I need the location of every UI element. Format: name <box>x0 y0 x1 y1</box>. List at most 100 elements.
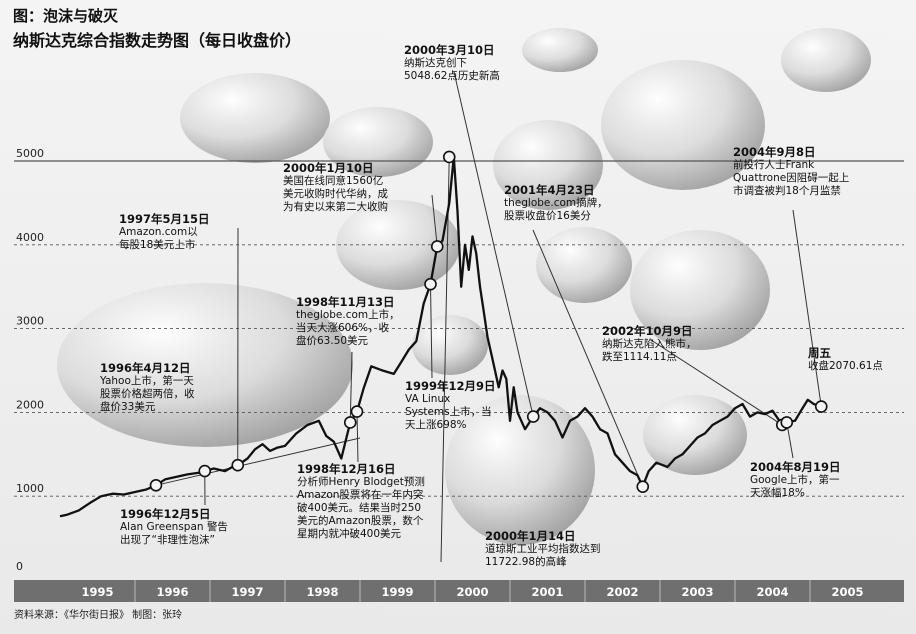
leader-line <box>440 156 450 563</box>
leader-line <box>349 351 353 423</box>
leader-line <box>453 71 534 417</box>
x-tick-label: 1999 <box>381 585 413 599</box>
event-marker <box>350 405 364 418</box>
annotation-blodget: 1998年12月16日 分析师Henry Blodget预测 Amazon股票将在… <box>297 463 425 541</box>
x-tick-label: 1995 <box>81 585 113 599</box>
chart-subtitle: 纳斯达克综合指数走势图（每日收盘价） <box>13 31 302 50</box>
y-tick-label: 4000 <box>16 231 44 244</box>
x-tick-label: 1998 <box>306 585 338 599</box>
x-tick-label: 1996 <box>156 585 188 599</box>
annotation-text: Google上市，第一 天涨幅18% <box>750 474 840 499</box>
leader-line <box>792 209 822 407</box>
annotation-date: 1998年12月16日 <box>297 462 396 476</box>
bubble <box>323 107 433 177</box>
annotation-text: 前投行人士Frank Quattrone因阻碍一起上 市调查被判18个月监禁 <box>733 159 850 197</box>
bubble <box>643 395 747 475</box>
event-marker <box>526 410 540 423</box>
x-tick-label: 2000 <box>456 585 488 599</box>
y-tick-label: 5000 <box>16 147 44 160</box>
bubble <box>180 73 330 163</box>
annotation-date: 2000年3月10日 <box>404 43 495 57</box>
annotation-date: 1997年5月15日 <box>119 212 210 226</box>
event-marker <box>424 277 437 291</box>
annotation-date: 1998年11月13日 <box>296 295 395 309</box>
annotation-nasdaq-peak: 2000年3月10日 纳斯达克创下 5048.62点历史新高 <box>404 44 500 83</box>
leader-line <box>431 194 438 247</box>
x-tick-label: 2001 <box>531 585 563 599</box>
x-tick-label: 2004 <box>756 585 788 599</box>
annotation-text: 分析师Henry Blodget预测 Amazon股票将在一年内突 破400美元… <box>297 476 425 540</box>
annotation-date: 1999年12月9日 <box>405 379 496 393</box>
annotation-text: 美国在线同意1560亿 美元收购时代华纳，成 为有史以来第二大收购 <box>283 175 388 213</box>
annotation-dow-peak: 2000年1月14日 道琼斯工业平均指数达到 11722.98的高峰 <box>485 530 601 569</box>
annotation-date: 2004年8月19日 <box>750 460 841 474</box>
annotation-date: 2000年1月14日 <box>485 529 576 543</box>
bubble <box>522 28 598 72</box>
annotation-date: 2001年4月23日 <box>504 183 595 197</box>
annotation-date: 1996年4月12日 <box>100 361 191 375</box>
annotation-text: Alan Greenspan 警告 出现了“非理性泡沫” <box>120 521 228 546</box>
annotation-text: Yahoo上市，第一天 股票价格超两倍，收 盘价33美元 <box>100 375 195 413</box>
annotation-text: 收盘2070.61点 <box>808 360 883 372</box>
event-marker <box>442 150 456 164</box>
annotation-date: 周五 <box>808 346 831 360</box>
bubble <box>601 60 765 190</box>
leader-line <box>430 284 433 379</box>
event-marker <box>198 464 212 478</box>
annotation-google-ipo: 2004年8月19日 Google上市，第一 天涨幅18% <box>750 461 841 500</box>
leader-line <box>650 339 783 426</box>
figure-title: 图：泡沫与破灭 <box>13 7 119 25</box>
y-tick-labels: 0 1000 2000 3000 4000 5000 <box>16 147 44 573</box>
annotation-date: 2000年1月10日 <box>283 161 374 175</box>
x-tick-label: 2003 <box>681 585 713 599</box>
annotation-leaders <box>155 71 822 563</box>
annotation-bear-market: 2002年10月9日 纳斯达克陷入熊市， 跌至1114.11点 <box>602 325 697 364</box>
leader-line <box>532 229 644 487</box>
annotation-greenspan: 1996年12月5日 Alan Greenspan 警告 出现了“非理性泡沫” <box>120 508 228 547</box>
annotation-date: 2004年9月8日 <box>733 145 816 159</box>
source-credit: 资料来源：《华尔街日报》 制图：张玲 <box>14 610 183 621</box>
bubble <box>630 230 770 350</box>
event-marker <box>636 480 650 493</box>
annotation-text: 纳斯达克创下 5048.62点历史新高 <box>404 57 500 82</box>
leader-line <box>155 437 361 486</box>
annotation-text: theglobe.com摘牌， 股票收盘价16美分 <box>504 197 608 222</box>
event-marker <box>149 479 163 492</box>
bubble <box>781 28 871 92</box>
event-marker <box>343 416 357 429</box>
bubble <box>57 283 353 447</box>
annotation-text: 纳斯达克陷入熊市， 跌至1114.11点 <box>602 338 697 363</box>
annotation-last-close: 周五 收盘2070.61点 <box>808 347 883 373</box>
annotation-va-linux: 1999年12月9日 VA Linux Systems上市，当 天上涨698% <box>405 380 496 432</box>
annotation-text: Amazon.com以 每股18美元上市 <box>119 226 198 251</box>
event-marker <box>430 240 444 253</box>
bubble <box>493 120 603 210</box>
annotation-quattrone: 2004年9月8日 前投行人士Frank Quattrone因阻碍一起上 市调查被… <box>733 146 849 198</box>
y-tick-label: 0 <box>16 560 23 573</box>
y-tick-label: 1000 <box>16 482 44 495</box>
year-axis-band <box>14 580 904 602</box>
annotation-date: 2002年10月9日 <box>602 324 693 338</box>
x-tick-label: 2005 <box>831 585 863 599</box>
bubble <box>412 315 488 375</box>
annotation-text: VA Linux Systems上市，当 天上涨698% <box>405 393 492 431</box>
annotation-text: 道琼斯工业平均指数达到 11722.98的高峰 <box>485 543 601 568</box>
x-tick-label: 2002 <box>606 585 638 599</box>
y-tick-label: 2000 <box>16 398 44 411</box>
decorative-bubbles <box>57 28 871 545</box>
annotation-text: theglobe.com上市， 当天大涨606%，收 盘价63.50美元 <box>296 309 400 347</box>
y-tick-label: 3000 <box>16 315 44 328</box>
annotation-theglobe-ipo: 1998年11月13日 theglobe.com上市， 当天大涨606%，收 盘价… <box>296 296 400 348</box>
annotation-yahoo-ipo: 1996年4月12日 Yahoo上市，第一天 股票价格超两倍，收 盘价33美元 <box>100 362 195 414</box>
event-markers <box>149 150 828 493</box>
leader-line <box>356 411 359 463</box>
annotation-amazon-ipo: 1997年5月15日 Amazon.com以 每股18美元上市 <box>119 213 210 252</box>
bubble <box>445 395 595 545</box>
event-marker <box>814 400 828 413</box>
year-axis: 1995 1996 1997 1998 1999 2000 2001 2002 2003 2004… <box>14 580 904 602</box>
annotation-aol-time-warner: 2000年1月10日 美国在线同意1560亿 美元收购时代华纳，成 为有史以来第二… <box>283 162 388 214</box>
bubble <box>536 227 632 303</box>
event-marker <box>231 458 245 472</box>
annotation-date: 1996年12月5日 <box>120 507 211 521</box>
